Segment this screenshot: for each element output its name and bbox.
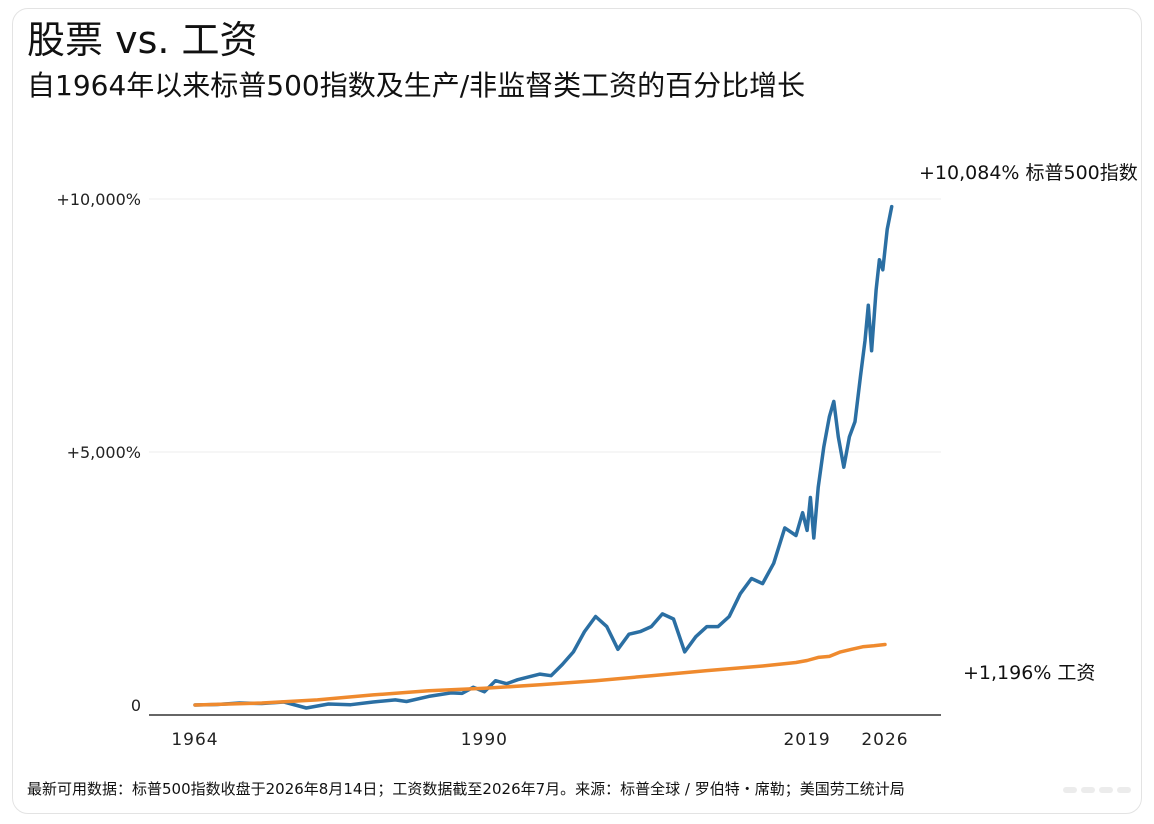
y-tick-label: +10,000% [56, 190, 141, 209]
series-end-label: +1,196% 工资 [963, 662, 1095, 684]
chart-card: 股票 vs. 工资 自1964年以来标普500指数及生产/非监督类工资的百分比增… [12, 8, 1142, 814]
y-tick-label: +5,000% [67, 443, 141, 462]
line-chart: 0 +5,000% +10,000% 1964 1990 2019 2026 +10,084… [56, 162, 1138, 750]
axes: 0 +5,000% +10,000% 1964 1990 2019 2026 [56, 190, 941, 750]
y-tick-label: 0 [131, 696, 141, 715]
chart-title: 股票 vs. 工资 [27, 18, 258, 62]
series-line-wages [193, 642, 887, 707]
series-line-sp500 [193, 204, 894, 710]
chart-subtitle: 自1964年以来标普500指数及生产/非监督类工资的百分比增长 [27, 69, 806, 102]
x-tick-label: 1964 [171, 730, 218, 750]
footnote-source: 最新可用数据：标普500指数收盘于2026年8月14日；工资数据截至2026年7… [27, 780, 905, 798]
series-lines [193, 204, 894, 710]
series-end-label: +10,084% 标普500指数 [919, 162, 1138, 184]
footnote-redaction [1063, 787, 1131, 797]
grid-lines [149, 198, 941, 453]
x-tick-label: 2019 [783, 730, 830, 750]
labels: +10,084% 标普500指数 +1,196% 工资 [919, 162, 1138, 684]
x-tick-label: 2026 [861, 730, 908, 750]
x-tick-label: 1990 [461, 730, 508, 750]
